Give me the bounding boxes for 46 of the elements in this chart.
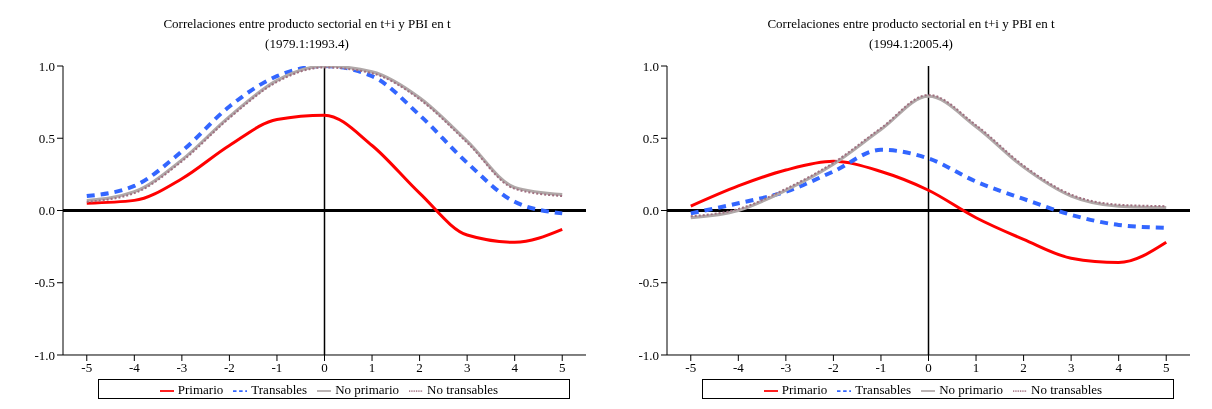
x-tick-label: 4 [511, 360, 519, 376]
y-tick-label: 0.5 [38, 130, 55, 146]
x-tick-label: 0 [925, 360, 932, 376]
chart-title: Correlaciones entre producto sectorial en t+i y PBI en t [162, 15, 452, 33]
legend-label: No transables [427, 381, 499, 397]
x-tick-label: -4 [732, 360, 745, 376]
x-tick-label: 5 [1162, 360, 1170, 376]
y-tick-label: 0.0 [38, 203, 55, 219]
y-tick-label: 1.0 [642, 58, 659, 74]
x-tick-label: -3 [176, 360, 188, 376]
y-tick-label: -0.5 [34, 275, 55, 291]
x-tick-label: 5 [558, 360, 566, 376]
x-tick-label: -4 [128, 360, 141, 376]
line-series [689, 159, 1168, 265]
x-tick-label: -1 [875, 360, 887, 376]
x-tick-label: 0 [321, 360, 328, 376]
x-tick-label: 1 [972, 360, 980, 376]
legend-label: No transables [1031, 381, 1103, 397]
y-tick-label: -1.0 [34, 347, 55, 363]
x-tick-label: -3 [780, 360, 792, 376]
y-tick-label: 0.5 [642, 130, 659, 146]
legend-label: Transables [855, 381, 912, 397]
x-tick-label: 2 [416, 360, 423, 376]
legend-label: Transables [251, 381, 308, 397]
x-tick-label: -5 [685, 360, 697, 376]
chart-subtitle: (1979.1:1993.4) [264, 35, 350, 53]
legend-label: Primario [177, 381, 224, 397]
y-tick-label: -0.5 [638, 275, 659, 291]
x-tick-label: -2 [827, 360, 839, 376]
x-tick-label: 1 [368, 360, 376, 376]
x-tick-label: 2 [1020, 360, 1027, 376]
chart-subtitle: (1994.1:2005.4) [868, 35, 954, 53]
legend-label: No primario [939, 381, 1004, 397]
line-series [85, 113, 564, 244]
legend-label: Primario [781, 381, 828, 397]
legend-label: No primario [335, 381, 400, 397]
x-tick-label: 4 [1115, 360, 1123, 376]
chart-title: Correlaciones entre producto sectorial en t+i y PBI en t [766, 15, 1056, 33]
x-tick-label: -2 [223, 360, 235, 376]
y-tick-label: 0.0 [642, 203, 659, 219]
x-tick-label: 3 [1067, 360, 1075, 376]
x-tick-label: -5 [81, 360, 93, 376]
y-tick-label: -1.0 [638, 347, 659, 363]
x-tick-label: 3 [463, 360, 471, 376]
y-tick-label: 1.0 [38, 58, 55, 74]
x-tick-label: -1 [271, 360, 283, 376]
